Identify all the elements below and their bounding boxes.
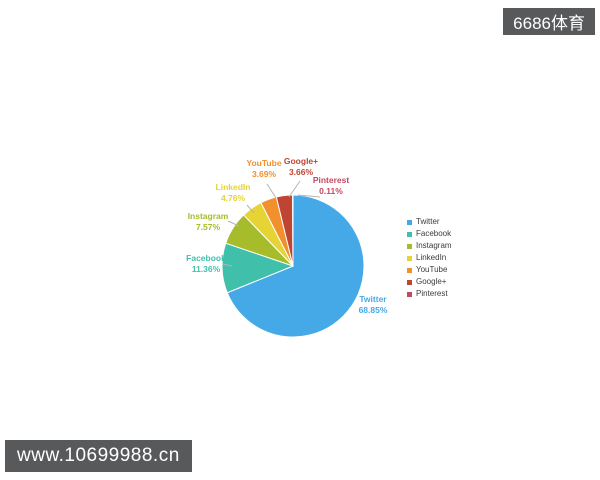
slice-label-youtube: YouTube 3.69% xyxy=(246,158,281,180)
legend-label: YouTube xyxy=(416,265,448,274)
legend-swatch xyxy=(407,219,412,225)
legend-item-linkedin[interactable]: LinkedIn xyxy=(407,252,452,264)
leader-line-facebook xyxy=(222,263,233,267)
legend-swatch xyxy=(407,291,412,297)
slice-label-value: 0.11% xyxy=(319,186,343,196)
slice-label-value: 4.76% xyxy=(220,193,246,203)
legend-item-instagram[interactable]: Instagram xyxy=(407,240,452,252)
slice-label-name: LinkedIn xyxy=(215,182,251,192)
slice-label-value: 3.69% xyxy=(251,169,277,179)
leader-line-youtube xyxy=(266,183,277,199)
leader-line-googleplus xyxy=(288,180,301,198)
slice-label-value: 68.85% xyxy=(358,305,388,315)
watermark-top-right: 6686体育 xyxy=(503,8,595,35)
pie-slices xyxy=(221,194,365,338)
slice-label-value: 11.36% xyxy=(191,264,221,274)
slice-label-value: 3.66% xyxy=(288,167,314,177)
slice-label-value: 7.57% xyxy=(195,222,221,232)
legend-label: Twitter xyxy=(416,217,440,226)
legend-label: Facebook xyxy=(416,229,452,238)
legend-item-youtube[interactable]: YouTube xyxy=(407,264,452,276)
legend-label: Pinterest xyxy=(416,289,448,298)
slice-label-name: Google+ xyxy=(283,156,319,166)
legend-swatch xyxy=(407,243,412,249)
legend-item-twitter[interactable]: Twitter xyxy=(407,216,452,228)
legend-label: LinkedIn xyxy=(416,253,447,262)
slice-label-name: YouTube xyxy=(246,158,282,168)
slice-label-name: Instagram xyxy=(187,211,229,221)
watermark-bottom-left: www.10699988.cn xyxy=(5,440,192,472)
legend-swatch xyxy=(407,267,412,273)
slice-label-facebook: Facebook 11.36% xyxy=(186,253,226,275)
pie-slice-twitter[interactable] xyxy=(226,194,365,338)
legend-label: Instagram xyxy=(416,241,452,250)
leader-line-linkedin xyxy=(246,204,255,214)
legend-label: Google+ xyxy=(416,277,447,286)
legend-item-facebook[interactable]: Facebook xyxy=(407,228,452,240)
leader-line-instagram xyxy=(227,220,240,227)
slice-label-name: Pinterest xyxy=(312,175,350,185)
legend-item-googleplus[interactable]: Google+ xyxy=(407,276,452,288)
slice-label-name: Facebook xyxy=(186,253,226,263)
leader-line-pinterest xyxy=(297,194,321,198)
slice-label-name: Twitter xyxy=(359,294,387,304)
leader-lines xyxy=(222,180,321,267)
slice-label-googleplus: Google+ 3.66% xyxy=(284,156,318,178)
legend-swatch xyxy=(407,255,412,261)
legend-swatch xyxy=(407,279,412,285)
slice-label-instagram: Instagram 7.57% xyxy=(188,211,229,233)
slice-label-linkedin: LinkedIn 4.76% xyxy=(216,182,251,204)
slice-label-twitter: Twitter 68.85% xyxy=(359,294,388,316)
slice-label-pinterest: Pinterest 0.11% xyxy=(313,175,349,197)
legend-item-pinterest[interactable]: Pinterest xyxy=(407,288,452,300)
legend: Twitter Facebook Instagram LinkedIn YouT… xyxy=(407,216,452,300)
legend-swatch xyxy=(407,231,412,237)
